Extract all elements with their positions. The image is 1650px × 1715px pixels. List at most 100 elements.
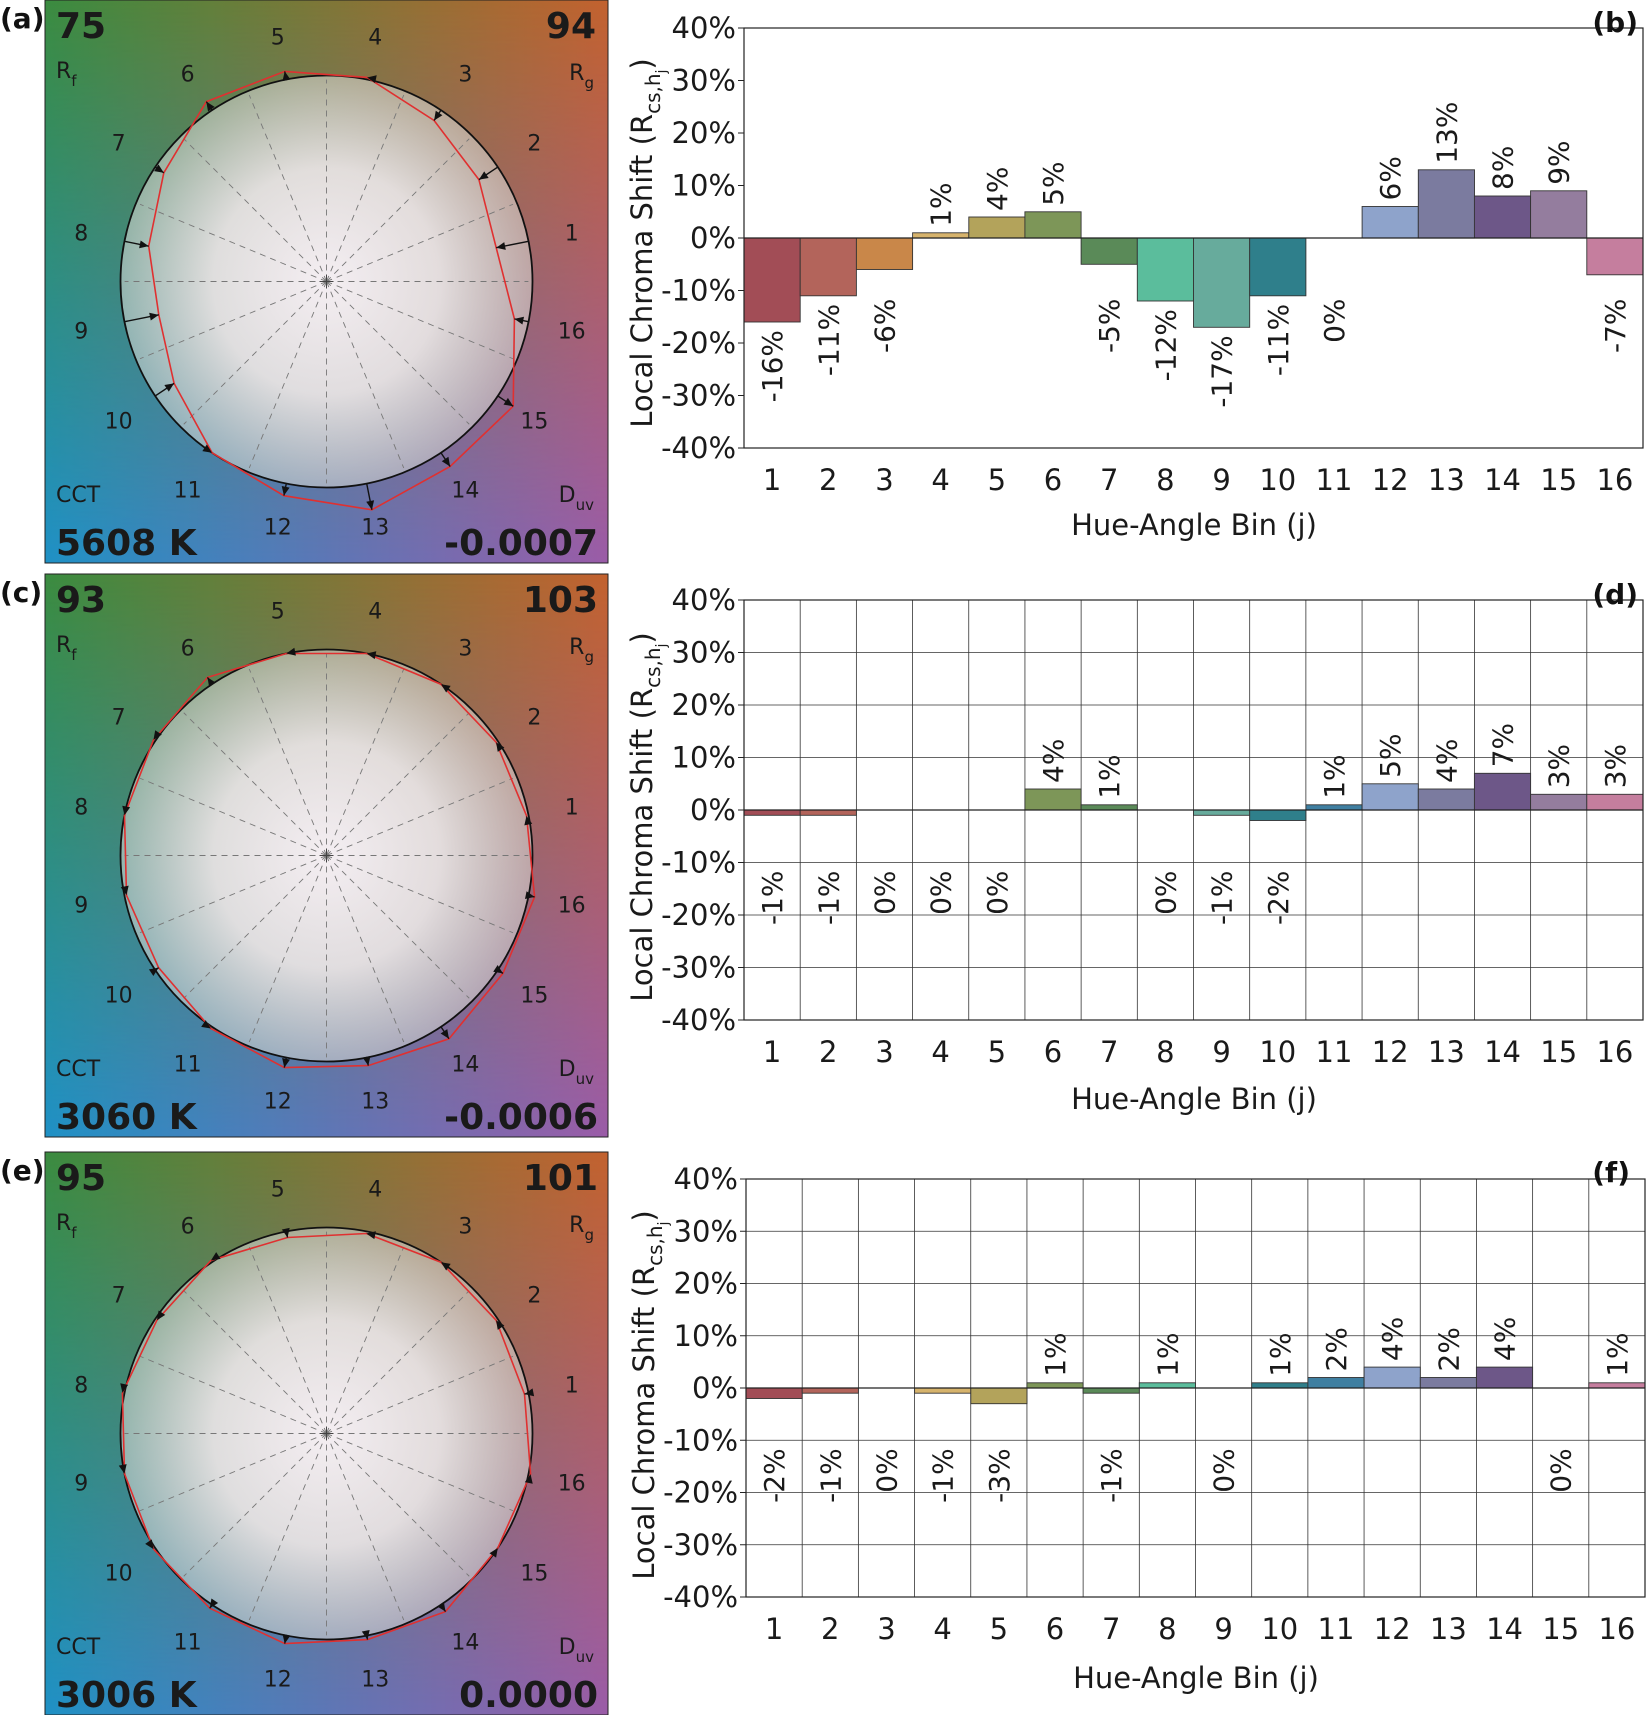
- x-tick-label: 14: [1486, 1612, 1523, 1646]
- bar-bin-15: [1530, 793, 1588, 811]
- chroma-shift-arrow: [366, 651, 377, 660]
- rg-label: Rg: [569, 1213, 594, 1244]
- bar-bin-2: [799, 237, 857, 297]
- hue-spoke: [139, 777, 327, 856]
- cct-label: CCT: [56, 1635, 101, 1660]
- rf-value: 95: [56, 1158, 106, 1199]
- panel-label: (f): [1592, 1156, 1630, 1189]
- x-tick-label: 15: [1540, 463, 1577, 497]
- chroma-shift-arrow: [478, 166, 499, 181]
- hue-bin-number: 4: [368, 1177, 382, 1202]
- hue-spoke: [326, 1355, 514, 1434]
- x-tick-label: 11: [1316, 1035, 1353, 1069]
- hue-bin-number: 4: [368, 599, 382, 624]
- x-tick-label: 2: [819, 1035, 837, 1069]
- hue-bin-number: 5: [271, 599, 285, 624]
- chroma-shift-arrow: [281, 1227, 290, 1238]
- hue-spoke: [326, 281, 514, 360]
- hue-spoke: [248, 281, 327, 469]
- chroma-shift-arrow: [120, 885, 129, 896]
- hue-bin-number: 3: [458, 637, 472, 662]
- x-tick-label: 8: [1156, 1035, 1174, 1069]
- duv-value: -0.0006: [444, 1097, 598, 1138]
- hue-spoke: [139, 855, 327, 934]
- data-label-bin-3: 0%: [869, 871, 902, 915]
- hue-bin-number: 11: [174, 478, 202, 503]
- y-tick-label: -20%: [661, 326, 736, 360]
- chroma-shift-arrow: [440, 452, 451, 467]
- data-label-bin-16: -7%: [1599, 299, 1632, 354]
- duv-label: Duv: [559, 483, 594, 514]
- data-label-bin-6: 4%: [1037, 739, 1070, 783]
- hue-bin-number: 1: [565, 1374, 579, 1399]
- hue-bin-number: 15: [520, 1561, 548, 1586]
- rf-value: 93: [56, 580, 106, 621]
- rf-label: Rf: [56, 1211, 77, 1242]
- x-tick-label: 8: [1158, 1612, 1176, 1646]
- data-label-bin-14: 4%: [1489, 1317, 1522, 1361]
- y-tick-label: 20%: [672, 688, 736, 722]
- hue-bin-number: 2: [527, 706, 541, 731]
- data-label-bin-12: 5%: [1374, 733, 1407, 777]
- hue-spoke: [326, 281, 405, 469]
- data-label-bin-13: 2%: [1432, 1327, 1465, 1371]
- bar-bin-16: [1586, 237, 1644, 276]
- data-label-bin-1: -16%: [756, 330, 789, 402]
- bar-bin-7: [1082, 1387, 1140, 1394]
- rg-value: 94: [546, 6, 596, 47]
- hue-spoke: [326, 668, 405, 856]
- x-tick-label: 14: [1484, 1035, 1521, 1069]
- chroma-shift-arrow: [205, 101, 215, 112]
- bar-bin-13: [1419, 1377, 1477, 1389]
- bar-bin-4: [912, 232, 970, 239]
- x-tick-label: 5: [990, 1612, 1008, 1646]
- data-label-bin-7: -5%: [1093, 299, 1126, 354]
- chroma-shift-arrow: [437, 1601, 447, 1613]
- hue-bin-number: 9: [74, 1471, 88, 1496]
- bar-bin-2: [799, 809, 857, 816]
- bar-bin-1: [745, 1387, 803, 1399]
- data-label-bin-2: -1%: [812, 871, 845, 926]
- x-tick-label: 12: [1374, 1612, 1411, 1646]
- hue-spoke: [248, 94, 327, 282]
- hue-bin-number: 10: [105, 409, 133, 434]
- x-tick-label: 1: [763, 463, 781, 497]
- data-label-bin-14: 8%: [1487, 146, 1520, 190]
- chroma-shift-arrow: [156, 1310, 166, 1321]
- hue-bin-number: 6: [181, 1215, 195, 1240]
- y-tick-label: -20%: [661, 898, 736, 932]
- panel-label: (d): [1592, 578, 1638, 611]
- bar-bin-10: [1249, 809, 1307, 821]
- x-tick-label: 3: [875, 1035, 893, 1069]
- data-label-bin-11: 0%: [1318, 299, 1351, 343]
- x-tick-label: 11: [1316, 463, 1353, 497]
- chroma-shift-arrow: [154, 382, 175, 397]
- cct-value: 3006 K: [56, 1675, 198, 1715]
- hue-spoke: [183, 281, 327, 425]
- bar-bin-3: [855, 237, 914, 270]
- y-tick-label: -30%: [661, 951, 736, 985]
- data-label-bin-14: 7%: [1487, 723, 1520, 767]
- data-label-bin-2: -1%: [814, 1448, 847, 1503]
- data-label-bin-11: 1%: [1318, 754, 1351, 798]
- x-tick-label: 4: [931, 463, 949, 497]
- hue-spoke: [326, 777, 514, 856]
- hue-bin-number: 8: [74, 796, 88, 821]
- duv-value: -0.0007: [444, 523, 598, 564]
- hue-bin-number: 1: [565, 796, 579, 821]
- hue-bin-number: 1: [565, 222, 579, 247]
- bar-bin-14: [1473, 195, 1532, 239]
- x-tick-label: 9: [1214, 1612, 1232, 1646]
- hue-bin-number: 9: [74, 893, 88, 918]
- y-tick-label: 20%: [674, 1267, 738, 1301]
- x-tick-label: 3: [877, 1612, 895, 1646]
- chroma-shift-arrow: [497, 395, 514, 407]
- x-tick-label: 7: [1100, 463, 1118, 497]
- x-tick-label: 1: [765, 1612, 783, 1646]
- hue-bin-number: 6: [181, 63, 195, 88]
- data-label-bin-15: 0%: [1545, 1448, 1578, 1492]
- hue-spoke: [139, 281, 327, 360]
